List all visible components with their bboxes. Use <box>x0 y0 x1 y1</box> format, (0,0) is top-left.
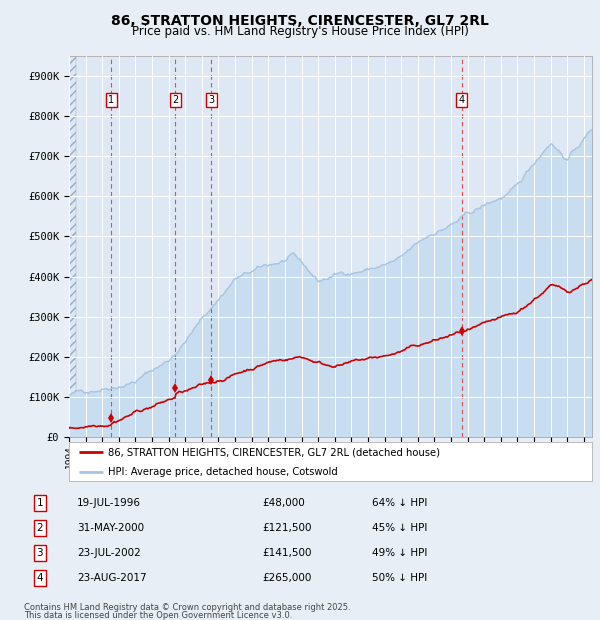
Text: Contains HM Land Registry data © Crown copyright and database right 2025.: Contains HM Land Registry data © Crown c… <box>24 603 350 612</box>
Text: 4: 4 <box>37 573 43 583</box>
Text: HPI: Average price, detached house, Cotswold: HPI: Average price, detached house, Cots… <box>108 467 338 477</box>
Text: Price paid vs. HM Land Registry's House Price Index (HPI): Price paid vs. HM Land Registry's House … <box>131 25 469 38</box>
Text: This data is licensed under the Open Government Licence v3.0.: This data is licensed under the Open Gov… <box>24 611 292 620</box>
Text: 3: 3 <box>208 95 214 105</box>
Text: 1: 1 <box>37 498 43 508</box>
Text: 2: 2 <box>172 95 179 105</box>
Text: 86, STRATTON HEIGHTS, CIRENCESTER, GL7 2RL: 86, STRATTON HEIGHTS, CIRENCESTER, GL7 2… <box>111 14 489 28</box>
Text: 64% ↓ HPI: 64% ↓ HPI <box>372 498 428 508</box>
Text: 2: 2 <box>37 523 43 533</box>
Text: 3: 3 <box>37 547 43 558</box>
Text: £141,500: £141,500 <box>262 547 311 558</box>
Text: 23-JUL-2002: 23-JUL-2002 <box>77 547 140 558</box>
Text: £265,000: £265,000 <box>262 573 311 583</box>
Text: 50% ↓ HPI: 50% ↓ HPI <box>372 573 427 583</box>
Text: 23-AUG-2017: 23-AUG-2017 <box>77 573 146 583</box>
Text: 86, STRATTON HEIGHTS, CIRENCESTER, GL7 2RL (detached house): 86, STRATTON HEIGHTS, CIRENCESTER, GL7 2… <box>108 448 440 458</box>
Text: £48,000: £48,000 <box>262 498 305 508</box>
Text: 49% ↓ HPI: 49% ↓ HPI <box>372 547 428 558</box>
Text: £121,500: £121,500 <box>262 523 311 533</box>
Text: 4: 4 <box>458 95 465 105</box>
Text: 19-JUL-1996: 19-JUL-1996 <box>77 498 141 508</box>
Text: 45% ↓ HPI: 45% ↓ HPI <box>372 523 428 533</box>
Text: 1: 1 <box>108 95 114 105</box>
Text: 31-MAY-2000: 31-MAY-2000 <box>77 523 144 533</box>
